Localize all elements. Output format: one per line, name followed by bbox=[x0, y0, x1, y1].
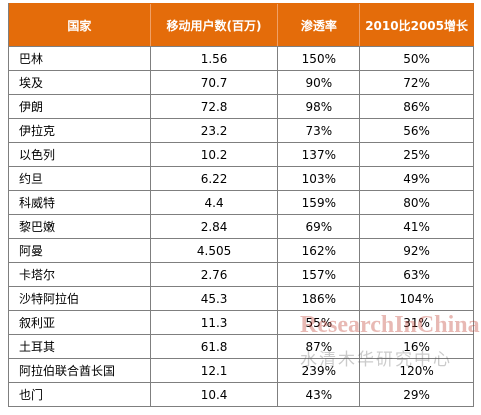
users-cell: 12.1 bbox=[151, 359, 279, 382]
growth-cell: 16% bbox=[360, 335, 474, 358]
header-mobile-users: 移动用户数(百万) bbox=[151, 4, 279, 46]
penetration-cell: 137% bbox=[278, 143, 361, 166]
users-cell: 4.505 bbox=[151, 239, 279, 262]
penetration-cell: 150% bbox=[278, 47, 361, 70]
penetration-cell: 239% bbox=[278, 359, 361, 382]
table-row: 约旦 6.22 103% 49% bbox=[9, 167, 474, 191]
penetration-cell: 162% bbox=[278, 239, 361, 262]
users-cell: 72.8 bbox=[151, 95, 279, 118]
table-row: 埃及 70.7 90% 72% bbox=[9, 71, 474, 95]
users-cell: 4.4 bbox=[151, 191, 279, 214]
country-cell: 约旦 bbox=[9, 167, 151, 190]
growth-cell: 92% bbox=[360, 239, 474, 262]
users-cell: 10.4 bbox=[151, 383, 279, 406]
header-growth: 2010比2005增长 bbox=[360, 4, 474, 46]
table-row: 土耳其 61.8 87% 16% bbox=[9, 335, 474, 359]
growth-cell: 72% bbox=[360, 71, 474, 94]
table-row: 沙特阿拉伯 45.3 186% 104% bbox=[9, 287, 474, 311]
growth-cell: 50% bbox=[360, 47, 474, 70]
country-cell: 沙特阿拉伯 bbox=[9, 287, 151, 310]
growth-cell: 29% bbox=[360, 383, 474, 406]
penetration-cell: 87% bbox=[278, 335, 361, 358]
table-row: 黎巴嫩 2.84 69% 41% bbox=[9, 215, 474, 239]
table-row: 卡塔尔 2.76 157% 63% bbox=[9, 263, 474, 287]
table-row: 阿曼 4.505 162% 92% bbox=[9, 239, 474, 263]
table-row: 科威特 4.4 159% 80% bbox=[9, 191, 474, 215]
penetration-cell: 73% bbox=[278, 119, 361, 142]
country-cell: 阿曼 bbox=[9, 239, 151, 262]
penetration-cell: 103% bbox=[278, 167, 361, 190]
header-country: 国家 bbox=[9, 4, 151, 46]
penetration-cell: 98% bbox=[278, 95, 361, 118]
table-row: 伊拉克 23.2 73% 56% bbox=[9, 119, 474, 143]
country-cell: 叙利亚 bbox=[9, 311, 151, 334]
table-row: 以色列 10.2 137% 25% bbox=[9, 143, 474, 167]
growth-cell: 104% bbox=[360, 287, 474, 310]
country-cell: 巴林 bbox=[9, 47, 151, 70]
growth-cell: 120% bbox=[360, 359, 474, 382]
users-cell: 2.84 bbox=[151, 215, 279, 238]
country-cell: 伊朗 bbox=[9, 95, 151, 118]
users-cell: 23.2 bbox=[151, 119, 279, 142]
growth-cell: 56% bbox=[360, 119, 474, 142]
table-row: 叙利亚 11.3 55% 31% bbox=[9, 311, 474, 335]
growth-cell: 25% bbox=[360, 143, 474, 166]
users-cell: 2.76 bbox=[151, 263, 279, 286]
table-row: 阿拉伯联合酋长国 12.1 239% 120% bbox=[9, 359, 474, 383]
users-cell: 10.2 bbox=[151, 143, 279, 166]
penetration-cell: 90% bbox=[278, 71, 361, 94]
growth-cell: 86% bbox=[360, 95, 474, 118]
country-cell: 科威特 bbox=[9, 191, 151, 214]
country-cell: 阿拉伯联合酋长国 bbox=[9, 359, 151, 382]
users-cell: 1.56 bbox=[151, 47, 279, 70]
table-header-row: 国家 移动用户数(百万) 渗透率 2010比2005增长 bbox=[9, 3, 474, 47]
growth-cell: 63% bbox=[360, 263, 474, 286]
penetration-cell: 55% bbox=[278, 311, 361, 334]
penetration-cell: 69% bbox=[278, 215, 361, 238]
country-cell: 卡塔尔 bbox=[9, 263, 151, 286]
users-cell: 11.3 bbox=[151, 311, 279, 334]
users-cell: 61.8 bbox=[151, 335, 279, 358]
header-penetration: 渗透率 bbox=[278, 4, 361, 46]
country-cell: 埃及 bbox=[9, 71, 151, 94]
country-cell: 以色列 bbox=[9, 143, 151, 166]
country-cell: 也门 bbox=[9, 383, 151, 406]
growth-cell: 49% bbox=[360, 167, 474, 190]
table-row: 巴林 1.56 150% 50% bbox=[9, 47, 474, 71]
data-table: 国家 移动用户数(百万) 渗透率 2010比2005增长 巴林 1.56 150… bbox=[8, 3, 474, 407]
growth-cell: 80% bbox=[360, 191, 474, 214]
users-cell: 6.22 bbox=[151, 167, 279, 190]
penetration-cell: 157% bbox=[278, 263, 361, 286]
country-cell: 土耳其 bbox=[9, 335, 151, 358]
users-cell: 70.7 bbox=[151, 71, 279, 94]
penetration-cell: 186% bbox=[278, 287, 361, 310]
penetration-cell: 43% bbox=[278, 383, 361, 406]
table-row: 伊朗 72.8 98% 86% bbox=[9, 95, 474, 119]
table-row: 也门 10.4 43% 29% bbox=[9, 383, 474, 407]
penetration-cell: 159% bbox=[278, 191, 361, 214]
country-cell: 黎巴嫩 bbox=[9, 215, 151, 238]
growth-cell: 41% bbox=[360, 215, 474, 238]
users-cell: 45.3 bbox=[151, 287, 279, 310]
country-cell: 伊拉克 bbox=[9, 119, 151, 142]
growth-cell: 31% bbox=[360, 311, 474, 334]
